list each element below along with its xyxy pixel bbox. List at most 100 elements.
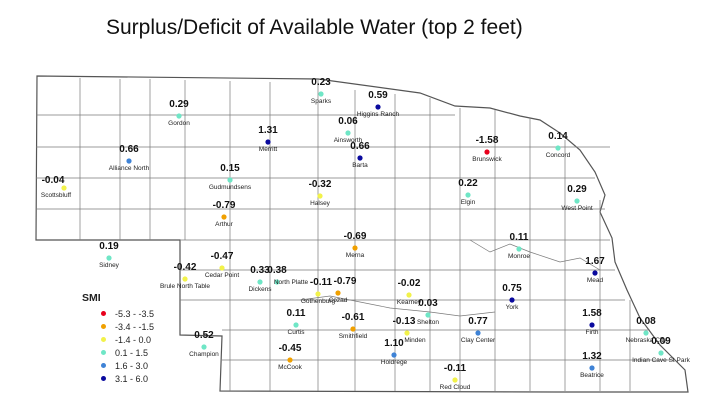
station-ainsworth: 0.06 Ainsworth (334, 116, 363, 144)
station-marker (176, 113, 182, 119)
legend-swatch (101, 376, 106, 381)
legend-label: -1.4 - 0.0 (115, 334, 152, 345)
station-name: Halsey (310, 200, 331, 207)
station-value: -0.69 (344, 231, 367, 242)
station-name: Mead (587, 277, 604, 284)
station-name: Concord (546, 152, 571, 159)
station-value: 0.03 (418, 298, 438, 309)
legend-label: -5.3 - -3.5 (115, 308, 155, 319)
station-indian-cave-st-park: 0.09 Indian Cave St Park (632, 336, 691, 364)
station-alliance-north: 0.66 Alliance North (109, 144, 150, 172)
station-name: Brule North Table (160, 283, 210, 290)
station-marker (287, 357, 293, 363)
station-marker (658, 350, 664, 356)
station-north-platte: 0.38 North Platte (267, 265, 308, 286)
station-marker (592, 270, 598, 276)
legend-swatch (101, 324, 106, 329)
station-value: 0.75 (502, 283, 522, 294)
station-value: -0.42 (174, 262, 197, 273)
station-barta: 0.66 Barta (350, 141, 370, 169)
station-merritt: 1.31 Merritt (258, 125, 278, 153)
station-name: Higgins Ranch (357, 111, 400, 118)
station-value: -0.47 (211, 251, 234, 262)
station-marker (106, 255, 112, 261)
station-beatrice: 1.32 Beatrice (580, 351, 604, 379)
station-name: Cedar Point (205, 272, 240, 279)
station-name: Firth (586, 329, 599, 336)
station-marker (126, 158, 132, 164)
legend-swatch (101, 337, 106, 342)
station-value: 0.15 (220, 163, 240, 174)
station-marker (265, 139, 271, 145)
station-scottsbluff: -0.04 Scottsbluff (41, 175, 71, 199)
station-value: -0.11 (310, 277, 333, 288)
station-name: Gordon (168, 120, 190, 127)
legend-item: -1.4 - 0.0 (82, 333, 154, 346)
station-marker (406, 292, 412, 298)
station-value: 0.77 (468, 316, 488, 327)
station-name: Sidney (99, 262, 120, 269)
station-marker (391, 352, 397, 358)
station-marker (257, 279, 263, 285)
station-marker (475, 330, 481, 336)
station-value: -0.32 (309, 179, 332, 190)
station-halsey: -0.32 Halsey (309, 179, 332, 207)
station-name: Alliance North (109, 165, 150, 172)
station-marker (315, 291, 321, 297)
station-kearney: -0.02 Kearney (397, 278, 422, 306)
legend-items: -5.3 - -3.5 -3.4 - -1.5 -1.4 - 0.0 0.1 - 1.… (82, 307, 154, 385)
station-value: -0.02 (398, 278, 421, 289)
station-value: 0.38 (267, 265, 287, 276)
station-marker (293, 322, 299, 328)
station-marker (227, 177, 233, 183)
station-name: Gothenburg (301, 298, 336, 305)
station-marker (452, 377, 458, 383)
station-name: Shelton (417, 319, 439, 326)
station-name: Cozad (329, 297, 348, 304)
station-value: 0.66 (350, 141, 370, 152)
station-marker (317, 193, 323, 199)
station-marker (643, 330, 649, 336)
station-marker (425, 312, 431, 318)
station-mccook: -0.45 McCook (278, 343, 303, 371)
station-smithfield: -0.61 Smithfield (339, 312, 368, 340)
station-name: West Point (561, 205, 593, 212)
legend-label: 0.1 - 1.5 (115, 347, 149, 358)
station-nebraska-city: 0.08 Nebraska City (626, 316, 668, 344)
legend-swatch (101, 350, 106, 355)
station-value: 1.31 (258, 125, 278, 136)
legend-item: -3.4 - -1.5 (82, 320, 154, 333)
station-value: 0.33 (250, 265, 270, 276)
station-west-point: 0.29 West Point (561, 184, 593, 212)
station-marker (357, 155, 363, 161)
station-value: -0.04 (42, 175, 65, 186)
station-name: Champion (189, 351, 219, 358)
station-name: Merritt (259, 146, 278, 153)
station-name: Barta (352, 162, 368, 169)
station-name: Minden (404, 337, 426, 344)
station-concord: 0.14 Concord (546, 131, 571, 159)
legend-item: -5.3 - -3.5 (82, 307, 154, 320)
station-marker (509, 297, 515, 303)
stations-layer: 0.23 Sparks 0.59 Higgins Ranch 0.29 Gordon 1.3… (41, 77, 691, 391)
station-dickens: 0.33 Dickens (248, 265, 272, 293)
station-name: Beatrice (580, 372, 604, 379)
station-name: Indian Cave St Park (632, 357, 691, 364)
station-value: -0.61 (342, 312, 365, 323)
legend-label: 3.1 - 6.0 (115, 373, 149, 384)
station-marker (182, 276, 188, 282)
station-marker (574, 198, 580, 204)
legend-swatch (101, 363, 106, 368)
station-value: 0.66 (119, 144, 139, 155)
station-marker (350, 326, 356, 332)
station-brunswick: -1.58 Brunswick (472, 135, 502, 163)
station-gothenburg: -0.11 Gothenburg (301, 277, 336, 305)
station-marker (221, 214, 227, 220)
station-marker (335, 290, 341, 296)
legend-swatch (101, 311, 106, 316)
legend-item: 1.6 - 3.0 (82, 359, 154, 372)
station-value: 0.08 (636, 316, 656, 327)
station-value: 0.06 (338, 116, 358, 127)
station-name: North Platte (274, 279, 309, 286)
